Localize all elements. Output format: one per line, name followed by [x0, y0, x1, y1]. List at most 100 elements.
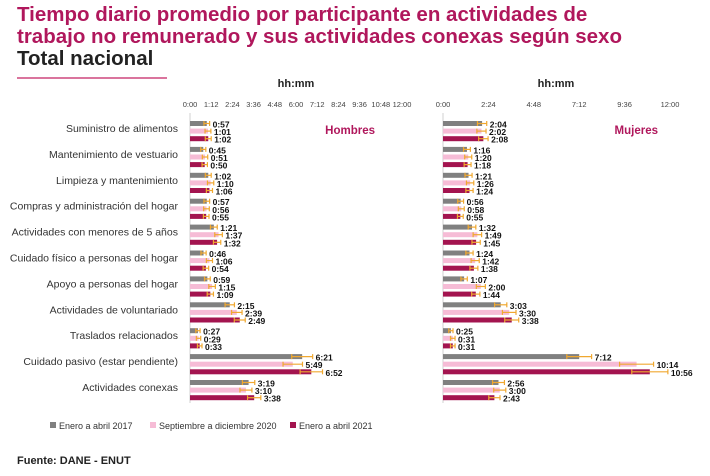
data-label: 2:56 — [507, 379, 524, 389]
legend-swatch — [150, 422, 156, 428]
legend-label: Enero a abril 2021 — [299, 421, 373, 431]
bar — [190, 172, 209, 178]
bar — [190, 343, 200, 349]
x-tick-label: 8:24 — [331, 100, 346, 109]
bar — [190, 232, 219, 238]
bar — [190, 361, 293, 367]
bar — [190, 291, 211, 297]
bar — [190, 154, 206, 160]
bar — [443, 128, 482, 134]
data-label: 10:14 — [657, 360, 679, 370]
data-label: 1:37 — [225, 231, 242, 241]
title-line-2: trabajo no remunerado y sus actividades … — [17, 25, 622, 48]
data-label: 0:27 — [203, 327, 220, 337]
data-label: 3:00 — [509, 386, 526, 396]
bar — [443, 317, 512, 323]
bar — [443, 239, 477, 245]
data-label: 6:52 — [326, 368, 343, 378]
data-label: 0:57 — [213, 120, 230, 130]
bar — [443, 265, 474, 271]
x-tick-label: 12:00 — [661, 100, 680, 109]
bar — [443, 224, 473, 230]
data-label: 1:02 — [214, 135, 231, 145]
x-tick-label: 6:00 — [289, 100, 304, 109]
data-label: 2:49 — [248, 316, 265, 326]
data-label: 0:31 — [458, 334, 475, 344]
bar — [190, 302, 230, 308]
source-note: Fuente: DANE - ENUT — [17, 455, 131, 467]
data-label: 0:46 — [209, 249, 226, 259]
x-tick-label: 12:00 — [393, 100, 412, 109]
data-label: 3:30 — [519, 308, 536, 318]
data-label: 0:50 — [210, 161, 227, 171]
data-label: 1:16 — [473, 145, 490, 155]
bar — [443, 206, 462, 212]
bar — [443, 136, 484, 142]
bar — [443, 198, 461, 204]
data-label: 1:32 — [479, 223, 496, 233]
bar — [190, 136, 209, 142]
data-label: 0:51 — [211, 153, 228, 163]
bar — [443, 121, 483, 126]
bar — [190, 250, 204, 256]
bar — [443, 258, 476, 264]
bar — [443, 213, 461, 219]
bar — [443, 335, 453, 341]
bar — [190, 206, 207, 212]
data-label: 0:29 — [204, 334, 221, 344]
x-tick-label: 7:12 — [310, 100, 325, 109]
chart-title: Tiempo diario promedio por participante … — [17, 4, 622, 48]
bar — [190, 276, 208, 282]
bar — [443, 250, 470, 256]
data-label: 2:00 — [488, 283, 505, 293]
data-label: 1:06 — [215, 187, 232, 197]
data-label: 0:56 — [212, 205, 229, 215]
x-tick-label: 7:12 — [572, 100, 587, 109]
x-tick-label: 9:36 — [617, 100, 632, 109]
bar — [190, 265, 206, 271]
category-label: Actividades con menores de 5 años — [12, 227, 178, 239]
panel-label: Mujeres — [615, 125, 658, 137]
data-label: 2:43 — [503, 394, 520, 404]
data-label: 0:55 — [466, 212, 483, 222]
data-label: 2:02 — [489, 127, 506, 137]
bar — [190, 121, 207, 126]
bar — [443, 395, 495, 401]
x-tick-label: 0:00 — [436, 100, 451, 109]
bar — [443, 232, 478, 238]
bar — [190, 309, 237, 315]
data-label: 0:57 — [213, 197, 230, 207]
legend-swatch — [290, 422, 296, 428]
data-label: 1:07 — [470, 275, 487, 285]
category-label: Mantenimiento de vestuario — [49, 149, 178, 161]
data-label: 0:55 — [212, 212, 229, 222]
category-label: Actividades de voluntariado — [50, 304, 179, 316]
bar — [443, 276, 465, 282]
bar — [190, 224, 214, 230]
bar — [190, 284, 213, 289]
bar — [190, 128, 208, 134]
data-label: 1:21 — [475, 171, 492, 181]
data-label: 1:20 — [475, 153, 492, 163]
bar — [190, 369, 312, 375]
bar — [443, 328, 451, 334]
data-label: 2:08 — [491, 135, 508, 145]
bar — [190, 354, 303, 360]
legend-swatch — [50, 422, 56, 428]
data-label: 1:15 — [218, 283, 235, 293]
x-tick-label: 2:24 — [225, 100, 240, 109]
bar — [190, 146, 204, 152]
axis-title: hh:mm — [278, 78, 315, 90]
bar — [443, 291, 476, 297]
bar — [443, 387, 500, 393]
data-label: 1:24 — [476, 249, 493, 259]
bar — [190, 328, 198, 334]
x-tick-label: 0:00 — [183, 100, 198, 109]
title-line-1: Tiempo diario promedio por participante … — [17, 3, 588, 26]
legend-label: Septiembre a diciembre 2020 — [159, 421, 277, 431]
bar — [190, 239, 218, 245]
data-label: 0:58 — [467, 205, 484, 215]
category-label: Traslados relacionados — [70, 330, 178, 342]
bar — [443, 172, 469, 178]
data-label: 1:06 — [215, 257, 232, 267]
